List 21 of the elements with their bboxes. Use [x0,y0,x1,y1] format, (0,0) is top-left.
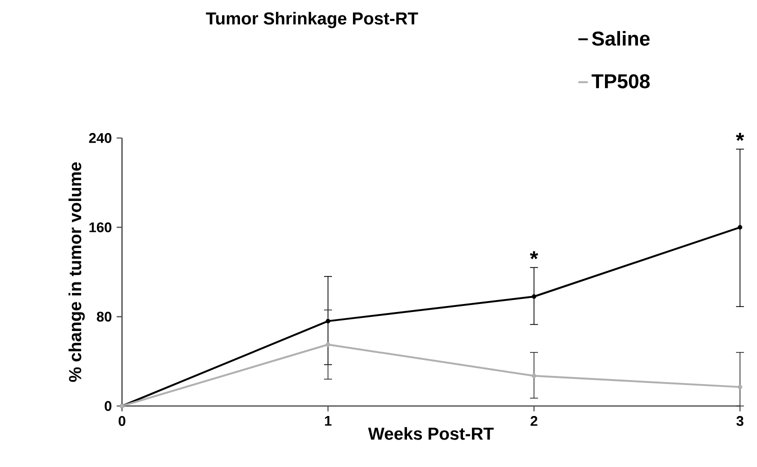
legend-label: Saline [592,31,650,46]
x-tick-label: 0 [118,416,126,426]
annotation: * [736,132,744,141]
y-tick-label: 240 [89,133,112,143]
point [738,384,742,390]
y-tick-label: 160 [89,222,112,232]
x-axis-title: Weeks Post-RT [368,427,494,440]
annotation: * [530,251,538,260]
point [738,225,742,230]
x-tick-label: 1 [324,416,332,426]
chart-title: Tumor Shrinkage Post-RT [206,12,418,28]
y-tick-label: 0 [104,401,112,411]
legend-label: TP508 [592,74,650,88]
point [532,294,536,299]
x-tick-label: 3 [736,416,744,426]
x-tick-label: 2 [530,416,538,426]
point [326,318,330,324]
point [532,374,536,378]
y-tick-label: 80 [96,312,112,322]
point [326,342,330,347]
y-axis-title: % change in tumor volume [68,162,85,382]
